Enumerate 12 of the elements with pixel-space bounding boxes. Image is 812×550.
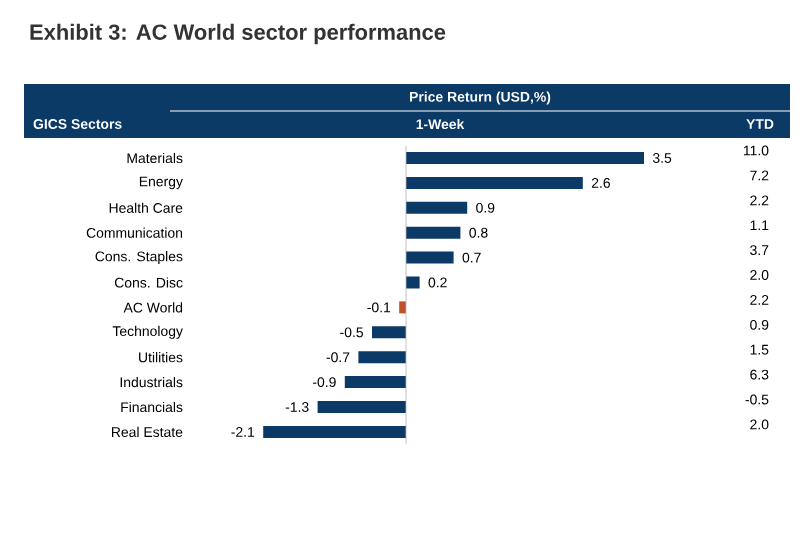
bar [358, 351, 406, 364]
bar [406, 201, 468, 214]
bar [406, 226, 461, 239]
bar [372, 326, 406, 339]
bar [406, 176, 583, 189]
bar [406, 276, 420, 289]
bar [344, 376, 406, 389]
bar [406, 152, 645, 164]
bar [263, 425, 406, 438]
bar [317, 401, 406, 413]
chart-title: Exhibit 3: AC World sector performance [30, 23, 446, 45]
bar [406, 251, 454, 264]
